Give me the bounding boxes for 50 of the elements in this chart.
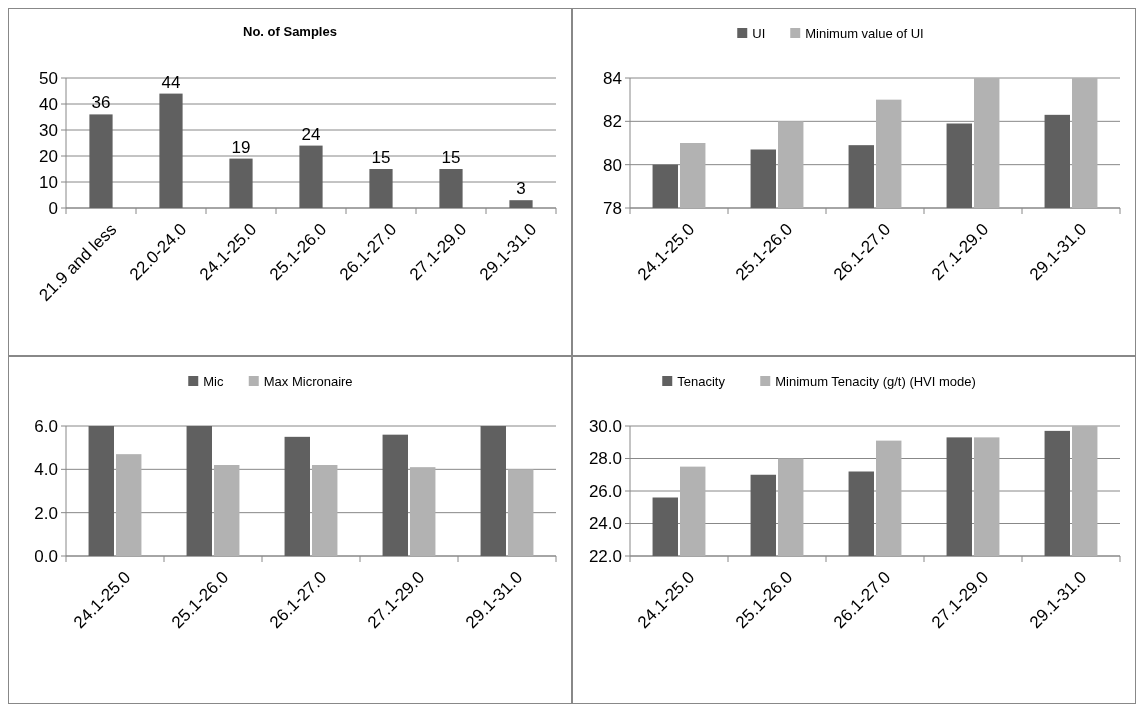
y-tick-label: 80 <box>603 155 622 175</box>
bar <box>480 426 506 556</box>
y-tick-label: 50 <box>39 68 58 88</box>
legend-label: Minimum value of UI <box>805 26 924 41</box>
bar <box>186 426 212 556</box>
data-label: 36 <box>91 93 111 113</box>
y-tick-label: 78 <box>603 198 622 218</box>
bar <box>509 200 533 208</box>
y-tick-label: 22.0 <box>588 546 622 566</box>
y-tick-label: 4.0 <box>34 460 58 480</box>
bar <box>439 169 463 208</box>
data-label: 15 <box>371 148 391 167</box>
legend-label: Minimum Tenacity (g/t) (HVI mode) <box>775 374 976 389</box>
y-tick-label: 20 <box>39 146 58 166</box>
bar <box>214 465 240 556</box>
bar <box>410 467 436 556</box>
bar <box>88 426 114 556</box>
bar <box>116 454 142 556</box>
legend-label: UI <box>752 26 766 41</box>
data-label: 19 <box>231 137 251 157</box>
legend-label: Mic <box>203 374 224 389</box>
y-tick-label: 2.0 <box>34 503 58 523</box>
bar <box>299 145 323 208</box>
bar <box>508 469 534 556</box>
bar <box>229 158 253 208</box>
y-tick-label: 0 <box>48 198 58 218</box>
y-tick-label: 6.0 <box>34 416 58 436</box>
data-label: 24 <box>301 124 321 144</box>
bar <box>312 465 338 556</box>
y-tick-label: 24.0 <box>588 514 622 534</box>
y-tick-label: 82 <box>603 112 622 132</box>
bar <box>284 436 310 556</box>
y-tick-label: 26.0 <box>588 481 622 501</box>
y-tick-label: 40 <box>39 94 58 114</box>
bar <box>159 93 183 208</box>
bar <box>382 434 408 556</box>
legend-label: Max Micronaire <box>263 374 353 389</box>
legend-label: Tenacity <box>677 374 726 389</box>
data-label: 44 <box>161 72 181 92</box>
y-tick-label: 28.0 <box>588 449 622 469</box>
bar <box>89 114 113 208</box>
bar <box>369 169 393 208</box>
y-tick-label: 30 <box>39 120 58 140</box>
chart-title: No. of Samples <box>243 24 337 39</box>
y-tick-label: 10 <box>39 172 58 192</box>
data-label: 3 <box>516 179 526 199</box>
data-label: 15 <box>441 148 461 167</box>
y-tick-label: 0.0 <box>34 546 58 566</box>
y-tick-label: 30.0 <box>588 416 622 436</box>
y-tick-label: 84 <box>603 68 622 88</box>
